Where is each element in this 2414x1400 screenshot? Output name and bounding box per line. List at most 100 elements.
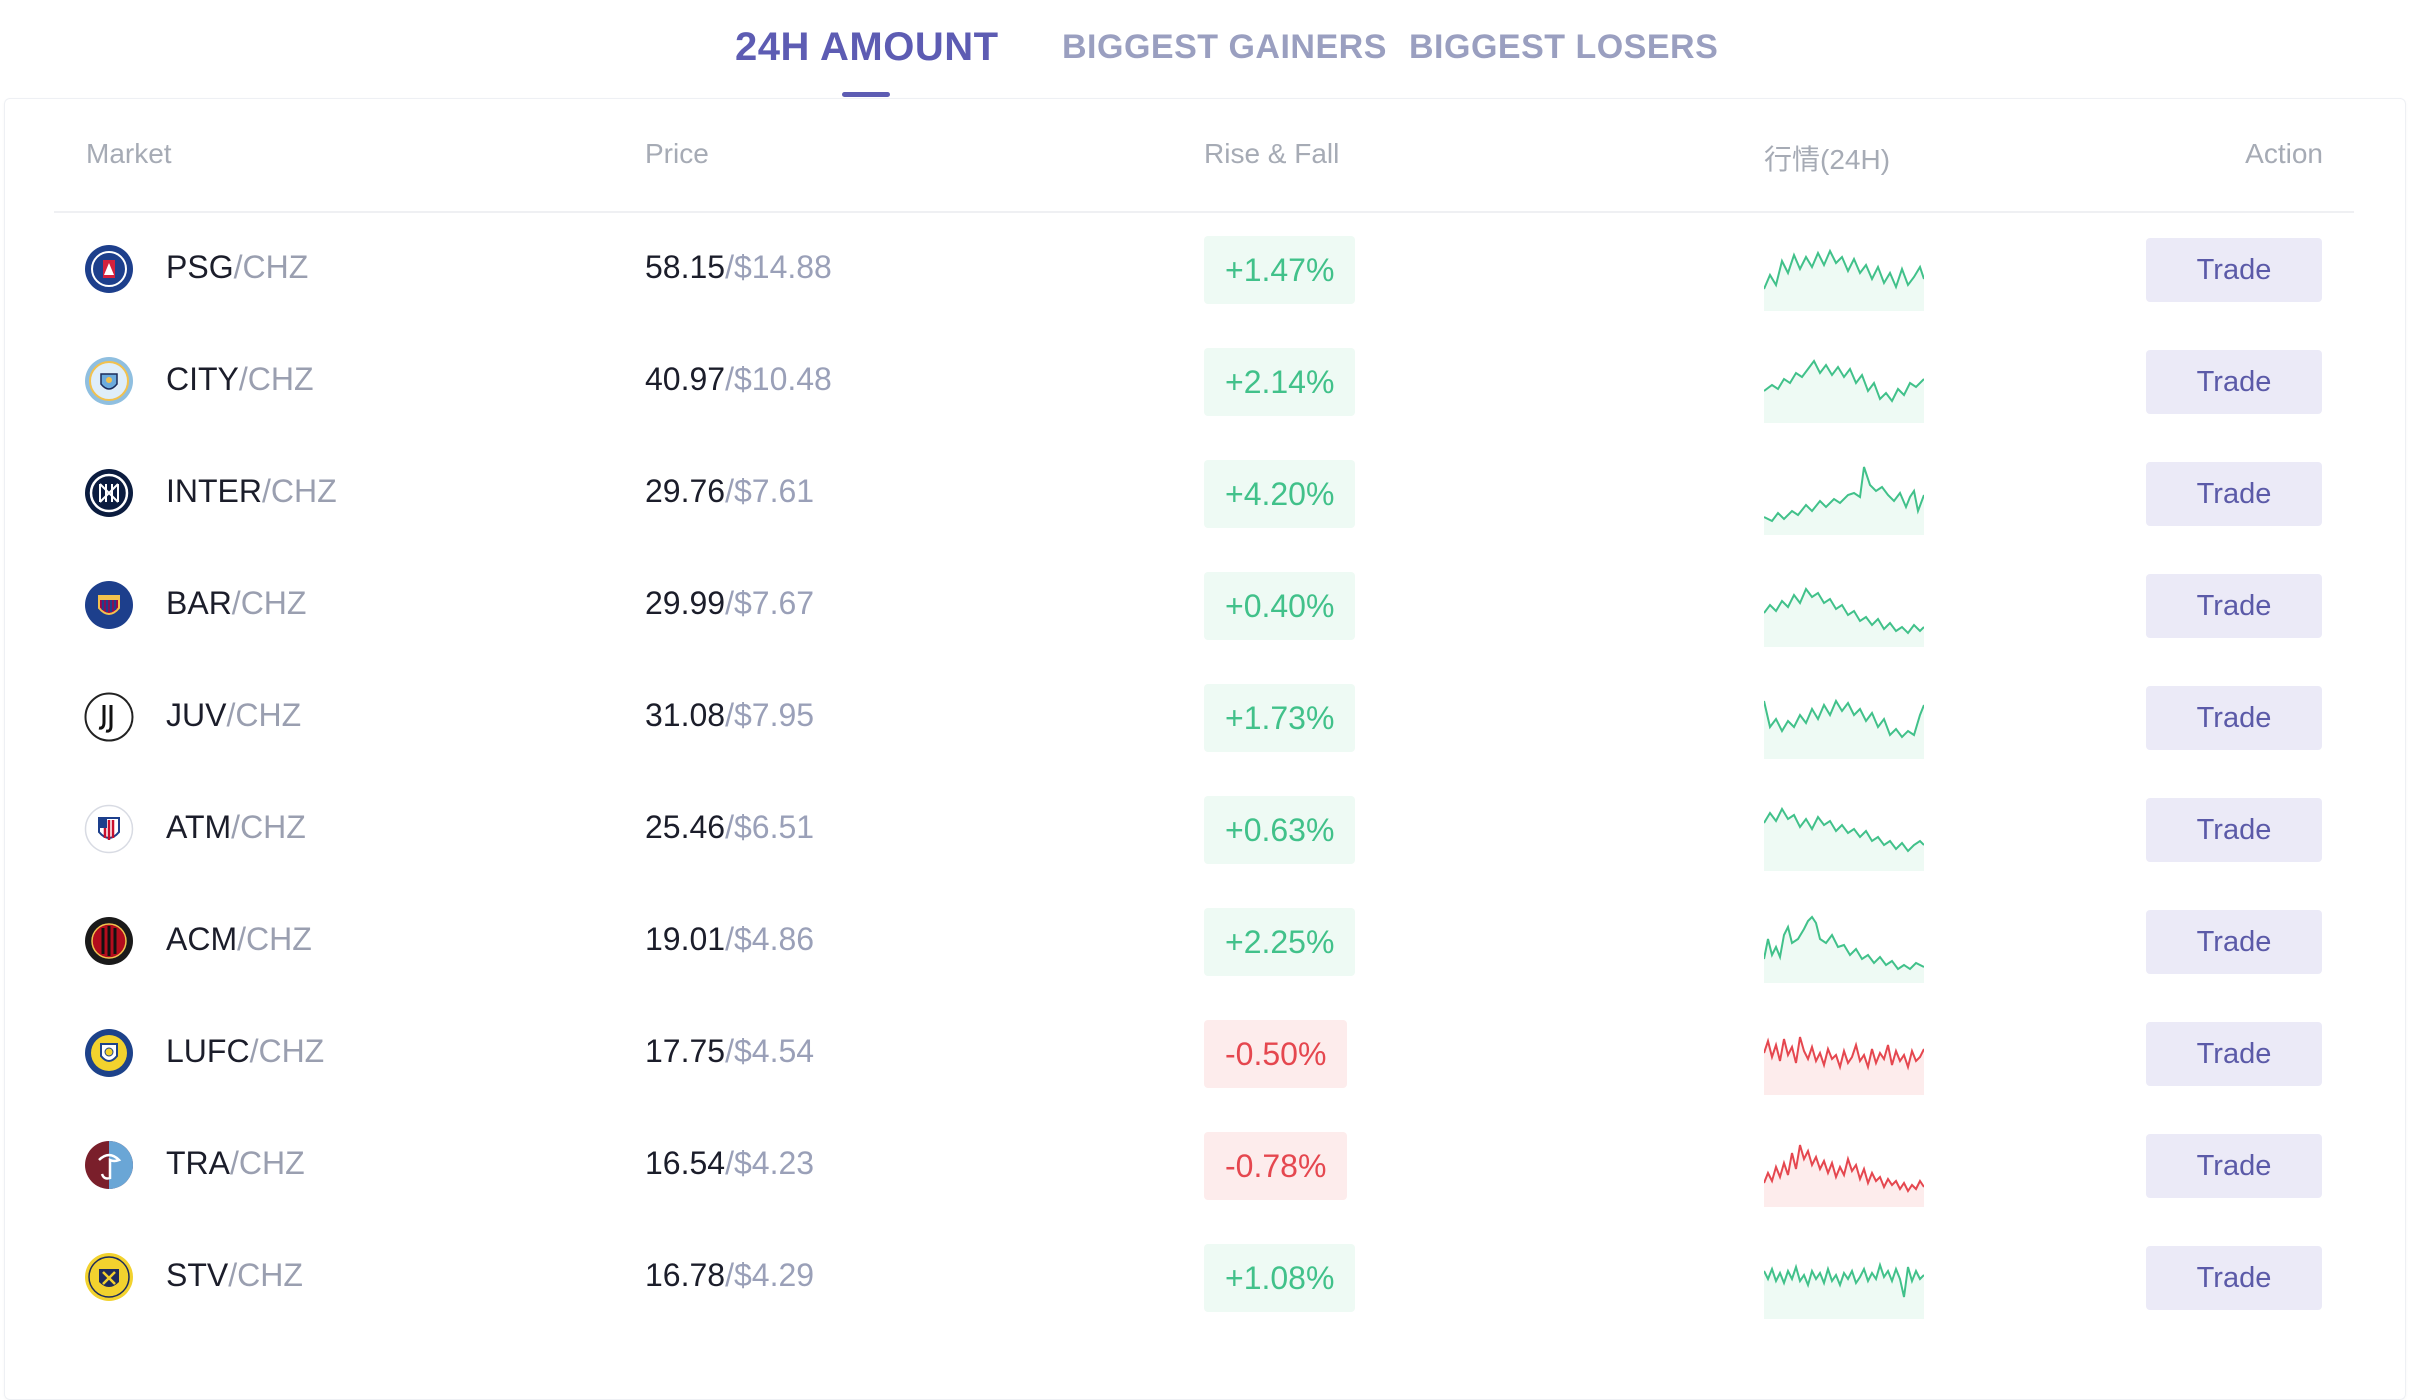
price-chz: 29.99 xyxy=(645,585,726,621)
pair-quote: /CHZ xyxy=(231,585,307,621)
trade-button[interactable]: Trade xyxy=(2146,238,2322,302)
price-chz: 16.78 xyxy=(645,1257,726,1293)
price-chz: 16.54 xyxy=(645,1145,726,1181)
barcelona-logo-icon xyxy=(84,580,134,630)
change-badge: +2.25% xyxy=(1204,908,1356,976)
leeds-logo-icon xyxy=(84,1028,134,1078)
price-chz: 29.76 xyxy=(645,473,726,509)
pair-base: PSG xyxy=(166,249,234,285)
price-usd: /$4.54 xyxy=(725,1033,815,1069)
change-badge: +0.40% xyxy=(1204,572,1356,640)
market-pair[interactable]: TRA/CHZ xyxy=(166,1145,305,1182)
trade-button[interactable]: Trade xyxy=(2146,350,2322,414)
market-row[interactable]: TRA/CHZ 16.54/$4.23 -0.78% Trade xyxy=(0,1109,2414,1221)
header-divider xyxy=(54,211,2354,213)
market-row[interactable]: ATM/CHZ 25.46/$6.51 +0.63% Trade xyxy=(0,773,2414,885)
pair-base: LUFC xyxy=(166,1033,250,1069)
change-badge: +4.20% xyxy=(1204,460,1356,528)
trade-button[interactable]: Trade xyxy=(2146,1134,2322,1198)
atletico-logo-icon xyxy=(84,804,134,854)
price-chz: 17.75 xyxy=(645,1033,726,1069)
price-usd: /$7.95 xyxy=(725,697,815,733)
price-cell: 25.46/$6.51 xyxy=(645,809,814,846)
trade-button[interactable]: Trade xyxy=(2146,686,2322,750)
market-pair[interactable]: PSG/CHZ xyxy=(166,249,308,286)
price-chz: 31.08 xyxy=(645,697,726,733)
market-row[interactable]: LUFC/CHZ 17.75/$4.54 -0.50% Trade xyxy=(0,997,2414,1109)
price-cell: 17.75/$4.54 xyxy=(645,1033,814,1070)
price-usd: /$6.51 xyxy=(725,809,815,845)
man-city-logo-icon xyxy=(84,356,134,406)
market-pair[interactable]: JUV/CHZ xyxy=(166,697,301,734)
stvv-logo-icon xyxy=(84,1252,134,1302)
price-usd: /$10.48 xyxy=(725,361,832,397)
change-badge: -0.78% xyxy=(1204,1132,1348,1200)
ac-milan-logo-icon xyxy=(84,916,134,966)
market-pair[interactable]: BAR/CHZ xyxy=(166,585,306,622)
trade-button[interactable]: Trade xyxy=(2146,574,2322,638)
pair-quote: /CHZ xyxy=(262,473,337,509)
pair-quote: /CHZ xyxy=(230,1145,305,1181)
price-chz: 25.46 xyxy=(645,809,726,845)
market-pair[interactable]: CITY/CHZ xyxy=(166,361,314,398)
price-cell: 58.15/$14.88 xyxy=(645,249,832,286)
header-rise-fall: Rise & Fall xyxy=(1204,138,1340,169)
price-cell: 16.78/$4.29 xyxy=(645,1257,814,1294)
sparkline-24h xyxy=(1764,466,1924,535)
price-chz: 40.97 xyxy=(645,361,726,397)
pair-base: JUV xyxy=(166,697,227,733)
price-cell: 31.08/$7.95 xyxy=(645,697,814,734)
trade-button[interactable]: Trade xyxy=(2146,910,2322,974)
pair-base: BAR xyxy=(166,585,232,621)
price-usd: /$4.23 xyxy=(725,1145,815,1181)
header-price: Price xyxy=(645,138,709,169)
sparkline-24h xyxy=(1764,359,1924,423)
inter-logo-icon xyxy=(84,468,134,518)
trade-button[interactable]: Trade xyxy=(2146,1022,2322,1086)
market-pair[interactable]: INTER/CHZ xyxy=(166,473,337,510)
price-cell: 29.76/$7.61 xyxy=(645,473,814,510)
pair-base: ACM xyxy=(166,921,238,957)
price-cell: 40.97/$10.48 xyxy=(645,361,832,398)
change-badge: +1.47% xyxy=(1204,236,1356,304)
change-badge: +1.73% xyxy=(1204,684,1356,752)
market-pair[interactable]: LUFC/CHZ xyxy=(166,1033,324,1070)
market-pair[interactable]: ATM/CHZ xyxy=(166,809,306,846)
tab-biggest-gainers[interactable]: BIGGEST GAINERS xyxy=(1062,28,1387,66)
pair-quote: /CHZ xyxy=(237,921,312,957)
market-row[interactable]: CITY/CHZ 40.97/$10.48 +2.14% Trade xyxy=(0,325,2414,437)
market-row[interactable]: BAR/CHZ 29.99/$7.67 +0.40% Trade xyxy=(0,549,2414,661)
sparkline-24h xyxy=(1764,587,1924,647)
active-tab-indicator xyxy=(842,92,890,97)
pair-quote: /CHZ xyxy=(233,249,309,285)
trade-button[interactable]: Trade xyxy=(2146,798,2322,862)
tab-24h-amount[interactable]: 24H AMOUNT xyxy=(735,25,999,69)
sparkline-24h xyxy=(1764,1261,1924,1319)
market-row[interactable]: JUV/CHZ 31.08/$7.95 +1.73% Trade xyxy=(0,661,2414,773)
tab-biggest-losers[interactable]: BIGGEST LOSERS xyxy=(1409,28,1719,66)
trade-button[interactable]: Trade xyxy=(2146,462,2322,526)
change-badge: +0.63% xyxy=(1204,796,1356,864)
price-chz: 19.01 xyxy=(645,921,726,957)
price-chz: 58.15 xyxy=(645,249,726,285)
pair-base: ATM xyxy=(166,809,232,845)
sparkline-24h xyxy=(1764,915,1924,983)
sparkline-24h xyxy=(1764,698,1924,759)
header-market: Market xyxy=(86,138,172,169)
change-badge: -0.50% xyxy=(1204,1020,1348,1088)
market-row[interactable]: ACM/CHZ 19.01/$4.86 +2.25% Trade xyxy=(0,885,2414,997)
pair-quote: /CHZ xyxy=(226,697,302,733)
pair-quote: /CHZ xyxy=(249,1033,325,1069)
market-row[interactable]: STV/CHZ 16.78/$4.29 +1.08% Trade xyxy=(0,1221,2414,1333)
table-header: Market Price Rise & Fall 行情(24H) Action xyxy=(0,0,2414,213)
pair-base: STV xyxy=(166,1257,229,1293)
price-usd: /$4.86 xyxy=(725,921,815,957)
market-pair[interactable]: ACM/CHZ xyxy=(166,921,312,958)
trade-button[interactable]: Trade xyxy=(2146,1246,2322,1310)
pair-quote: /CHZ xyxy=(231,809,306,845)
market-row[interactable]: PSG/CHZ 58.15/$14.88 +1.47% Trade xyxy=(0,213,2414,325)
change-badge: +1.08% xyxy=(1204,1244,1356,1312)
market-pair[interactable]: STV/CHZ xyxy=(166,1257,303,1294)
market-row[interactable]: INTER/CHZ 29.76/$7.61 +4.20% Trade xyxy=(0,437,2414,549)
pair-base: TRA xyxy=(166,1145,230,1181)
